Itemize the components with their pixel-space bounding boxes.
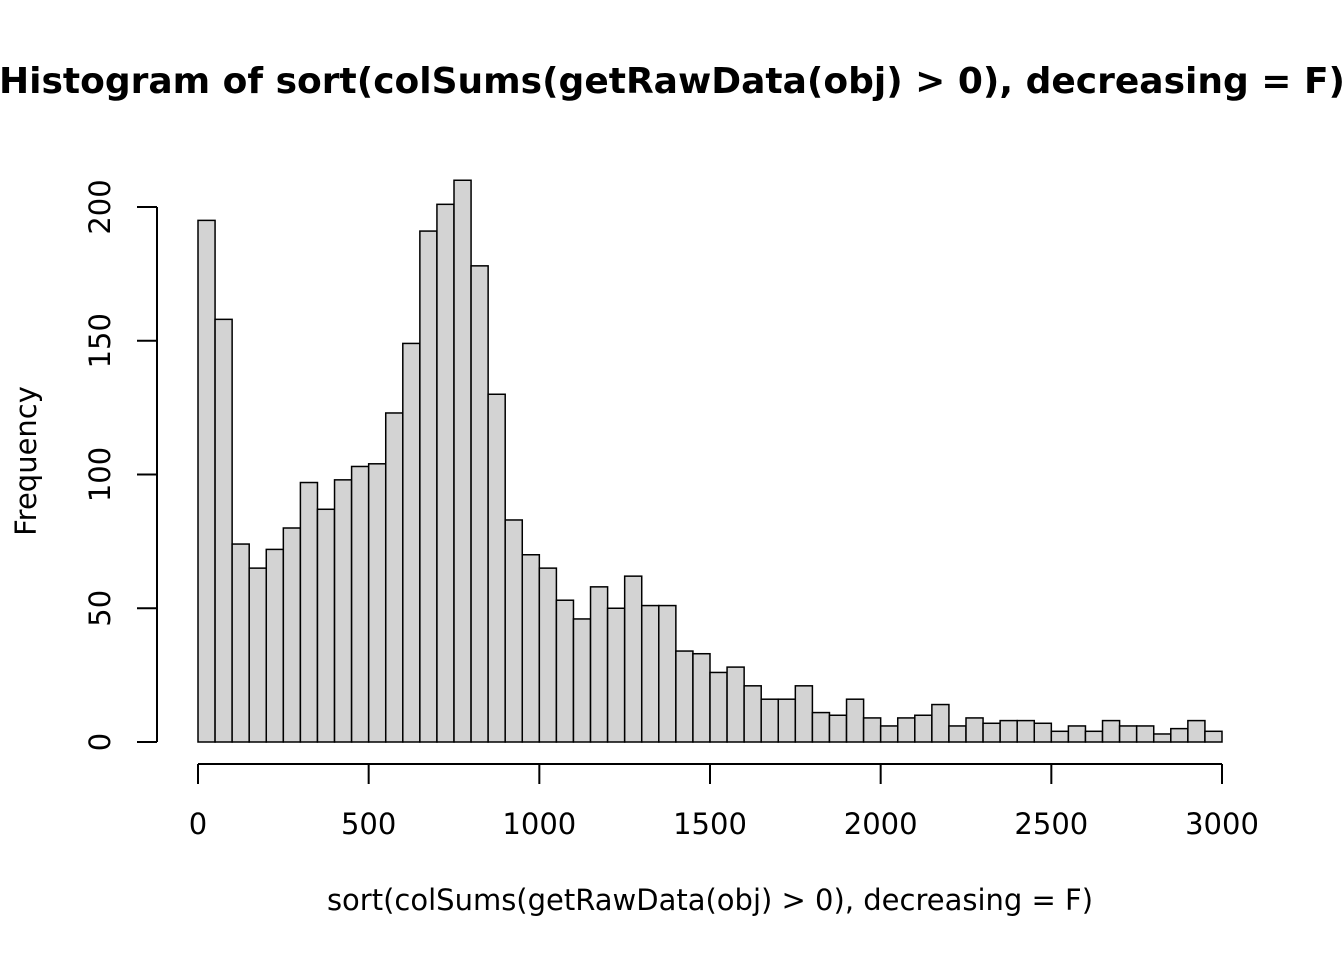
y-axis: 0 50 100 150 200	[83, 179, 158, 751]
histogram-bar	[896, 717, 916, 743]
histogram-bar	[265, 548, 285, 743]
y-tick-label: 100	[83, 447, 117, 502]
y-tick-label: 150	[83, 313, 117, 368]
histogram-bar	[948, 725, 967, 743]
histogram-bar	[1033, 722, 1053, 743]
x-tick-label: 0	[189, 807, 207, 841]
x-tick-label: 2500	[1014, 807, 1088, 841]
histogram-bar	[862, 717, 882, 743]
y-tick-label: 50	[83, 590, 117, 627]
histogram-bar	[419, 230, 438, 743]
histogram-bar	[743, 685, 762, 743]
histogram-bar	[521, 554, 541, 743]
x-tick-label: 1000	[502, 807, 576, 841]
histogram-bar	[299, 481, 319, 743]
histogram-bar	[282, 527, 302, 743]
histogram-bar	[999, 719, 1018, 743]
histogram-bar	[487, 393, 506, 743]
histogram-bar	[675, 650, 694, 743]
histogram-bar	[692, 652, 711, 743]
histogram-bar	[623, 575, 643, 743]
histogram-bar	[504, 519, 524, 743]
x-axis: 0 500 1000 1500 2000 2500 3000	[189, 763, 1259, 841]
histogram-bar	[572, 618, 592, 743]
histogram-bar	[1084, 730, 1104, 743]
histogram-bar	[1101, 719, 1121, 743]
x-tick-label: 1500	[673, 807, 747, 841]
histogram-bar	[538, 567, 558, 743]
histogram-bar	[436, 203, 455, 743]
histogram-bar	[350, 465, 370, 743]
histogram-bar	[777, 698, 797, 743]
histogram-bar	[384, 412, 404, 743]
histogram-bar	[640, 604, 660, 743]
histogram-bar	[367, 463, 387, 743]
histogram-bar	[589, 586, 609, 743]
x-tick-label: 3000	[1185, 807, 1259, 841]
y-tick-label: 0	[83, 733, 117, 751]
histogram-bar	[470, 265, 489, 743]
histogram-bar	[248, 567, 268, 743]
histogram-bar	[1016, 719, 1036, 743]
histogram-bar	[316, 508, 336, 743]
histogram-bar	[1050, 730, 1070, 743]
chart-title: Histogram of sort(colSums(getRawData(obj…	[0, 61, 1344, 102]
histogram-bar	[231, 543, 250, 743]
bars-group	[197, 179, 1223, 743]
histogram-bar	[1135, 725, 1155, 743]
histogram-bar	[1067, 725, 1087, 743]
x-axis-label: sort(colSums(getRawData(obj) > 0), decre…	[327, 883, 1093, 917]
histogram-bar	[333, 479, 353, 743]
histogram-bar	[794, 685, 814, 743]
histogram-bar	[1170, 727, 1189, 743]
histogram-bar	[828, 714, 848, 743]
histogram-bar	[914, 714, 933, 743]
histogram-bar	[606, 607, 626, 743]
y-tick-label: 200	[83, 179, 117, 234]
histogram-bar	[760, 698, 780, 743]
histogram-bar	[1118, 725, 1138, 743]
histogram-bar	[931, 703, 950, 743]
histogram-bar	[214, 318, 233, 743]
histogram-bar	[453, 179, 472, 743]
histogram-bar	[1204, 730, 1223, 743]
histogram-bar	[555, 599, 575, 743]
histogram-bar	[845, 698, 865, 743]
histogram-bar	[965, 717, 984, 743]
histogram-bar	[982, 722, 1001, 743]
y-axis-label: Frequency	[9, 386, 43, 536]
histogram-bar	[709, 671, 728, 743]
histogram-bar	[1187, 719, 1206, 743]
histogram-bar	[1152, 733, 1172, 743]
histogram-bar	[402, 342, 421, 743]
histogram-bar	[726, 666, 745, 743]
histogram-bar	[879, 725, 899, 743]
histogram-bar	[197, 219, 216, 743]
x-tick-label: 500	[341, 807, 396, 841]
histogram-bar	[658, 604, 677, 743]
x-tick-label: 2000	[844, 807, 918, 841]
histogram-bar	[811, 711, 831, 743]
